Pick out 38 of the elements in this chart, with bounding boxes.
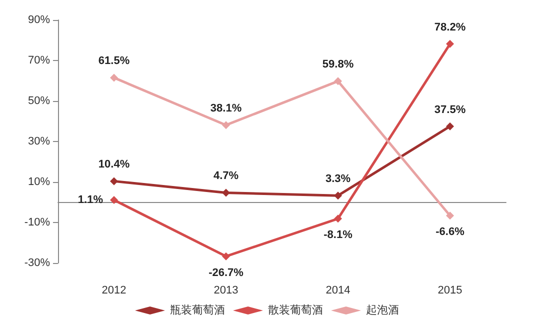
legend-label: 瓶装葡萄酒	[170, 304, 225, 316]
y-tick-label: -30%	[24, 257, 50, 269]
point	[110, 177, 118, 186]
point	[222, 252, 230, 260]
data-label: 1.1%	[78, 194, 104, 206]
data-label: 78.2%	[434, 21, 466, 34]
data-label: 3.3%	[325, 173, 351, 186]
y-tick-label: 70%	[28, 54, 50, 66]
point	[110, 196, 118, 204]
data-label: 37.5%	[434, 104, 466, 116]
point	[222, 188, 230, 197]
point	[334, 214, 342, 223]
y-tick-label: 30%	[28, 136, 50, 148]
point	[446, 40, 454, 48]
x-tick-label: 2015	[438, 284, 462, 296]
legend-label: 散装葡萄酒	[268, 304, 323, 316]
data-label: 38.1%	[210, 102, 242, 115]
data-label: -8.1%	[324, 229, 353, 242]
data-label: -26.7%	[208, 266, 244, 279]
point	[222, 121, 230, 130]
y-tick-label: 50%	[28, 95, 50, 107]
data-label: 59.8%	[322, 58, 354, 71]
point	[110, 74, 118, 82]
y-tick-label: 10%	[28, 176, 50, 188]
point	[446, 122, 454, 130]
data-label: -6.6%	[436, 226, 465, 238]
y-tick-label: -10%	[24, 216, 50, 228]
point	[334, 77, 342, 86]
x-tick-label: 2013	[214, 284, 238, 296]
x-tick-label: 2012	[102, 284, 126, 296]
legend-label: 起泡酒	[366, 304, 399, 316]
point	[334, 192, 342, 200]
x-tick-label: 2014	[326, 284, 350, 296]
data-label: 61.5%	[98, 55, 130, 68]
y-tick-label: 90%	[28, 14, 50, 26]
data-label: 10.4%	[98, 158, 130, 171]
point	[446, 212, 454, 220]
data-label: 4.7%	[213, 170, 239, 182]
